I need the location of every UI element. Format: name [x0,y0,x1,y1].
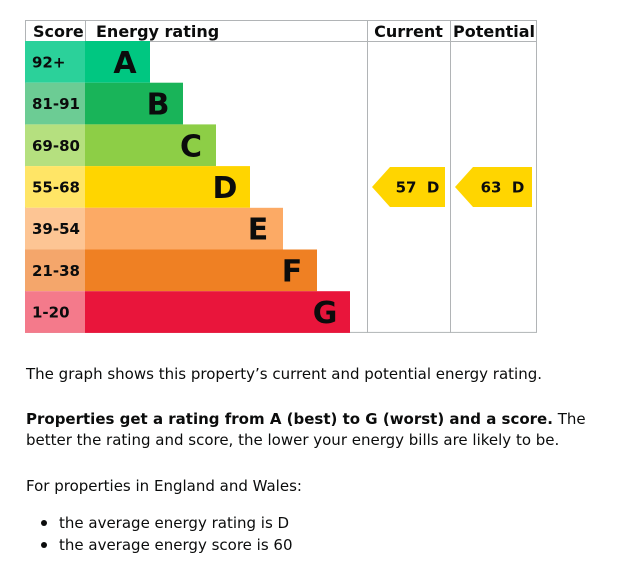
rating-explanation-rest: The better the rating and score, the low… [26,410,586,449]
list-item-average-rating: the average energy rating is D [26,512,293,534]
band-score-label: 92+ [32,53,65,71]
band-score-label: 55-68 [32,178,80,196]
energy-rating-chart: Score Energy rating Current Potential 92… [25,20,537,333]
band-b: 81-91 B [25,82,183,125]
current-rating-marker-arrow [372,166,445,207]
band-bar [85,82,183,125]
rating-bands: 92+ A 81-91 B 69-80 C 55-68 D 39-54 E 21-38 F 1-20 G [25,41,350,333]
band-letter: B [147,88,170,123]
current-rating-marker-label: 57 D [396,178,440,196]
band-letter: G [313,296,338,331]
band-bar [85,207,283,250]
band-bar [85,166,250,208]
rating-markers: 57 D 63 D [372,166,532,207]
band-score-label: 39-54 [32,220,80,238]
rating-explanation-bold: Properties get a rating from A (best) to… [26,410,553,428]
band-letter: E [248,213,269,248]
band-score-cell [25,166,85,208]
band-letter: D [213,171,238,206]
band-bar [85,124,216,167]
band-score-cell [25,82,85,125]
list-item-average-score: the average energy score is 60 [26,534,293,556]
chart-headers: Score Energy rating Current Potential [33,22,535,41]
england-wales-heading: For properties in England and Wales: [26,477,302,495]
band-f: 21-38 F [25,249,317,292]
potential-rating-marker-arrow [455,166,532,207]
header-score: Score [33,22,84,41]
potential-rating-marker-label: 63 D [481,178,525,196]
band-g: 1-20 G [25,291,350,333]
band-letter: A [113,46,137,81]
potential-rating-marker: 63 D [455,166,532,207]
band-a: 92+ A [25,41,150,83]
header-potential: Potential [453,22,535,41]
band-score-cell [25,41,85,83]
band-bar [85,41,150,83]
band-score-cell [25,124,85,167]
graph-description: The graph shows this property’s current … [26,365,542,383]
band-e: 39-54 E [25,207,283,250]
band-score-label: 69-80 [32,137,80,155]
rating-explanation: Properties get a rating from A (best) to… [26,409,586,451]
band-score-label: 21-38 [32,262,80,280]
band-score-cell [25,207,85,250]
band-bar [85,291,350,333]
band-letter: C [180,129,202,164]
band-c: 69-80 C [25,124,216,167]
band-score-label: 1-20 [32,304,70,322]
band-bar [85,249,317,292]
band-score-label: 81-91 [32,95,80,113]
band-score-cell [25,249,85,292]
band-letter: F [282,254,303,289]
current-rating-marker: 57 D [372,166,445,207]
average-list: the average energy rating is D the avera… [26,512,293,556]
band-score-cell [25,291,85,333]
header-current: Current [374,22,443,41]
band-d: 55-68 D [25,166,250,208]
header-energy-rating: Energy rating [96,22,219,41]
